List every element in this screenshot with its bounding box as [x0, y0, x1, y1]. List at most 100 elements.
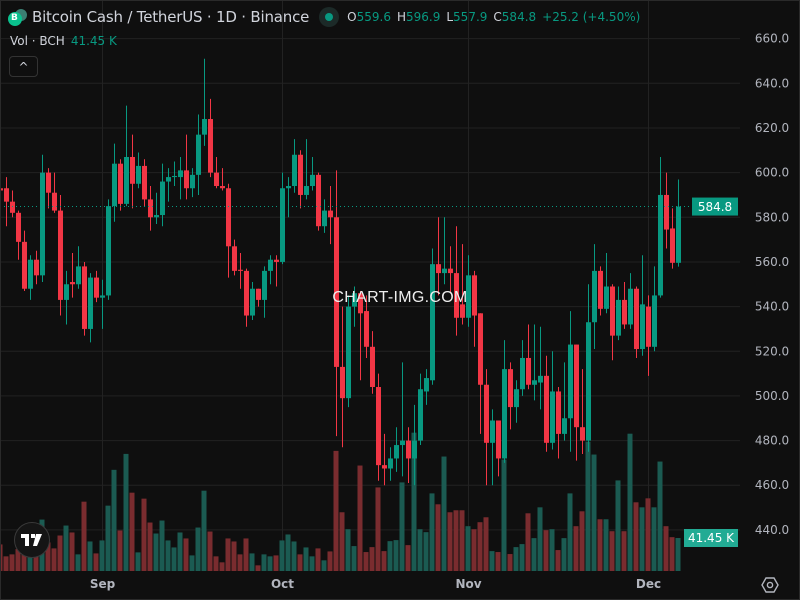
candle-body [382, 465, 387, 469]
volume-bar [273, 555, 279, 571]
volume-bar [33, 554, 39, 571]
volume-bar [159, 520, 165, 571]
candle-body [214, 172, 219, 187]
price-tick-label: 640.0 [755, 76, 789, 90]
last-volume-badge [684, 529, 738, 547]
candle [532, 324, 537, 401]
candle [106, 199, 111, 300]
volume-bar [651, 507, 657, 571]
volume-bar [525, 513, 531, 571]
candle [406, 427, 411, 484]
time-axis[interactable]: Sep Oct Nov Dec [90, 577, 661, 591]
candle-body [250, 288, 255, 316]
candle [634, 286, 639, 358]
volume-bar [237, 554, 243, 571]
candle-body [598, 270, 603, 309]
candle-body [448, 268, 453, 274]
candle-body [340, 366, 345, 399]
volume-bar [357, 465, 363, 571]
low-value: 557.9 [453, 10, 488, 24]
volume-bar [219, 562, 225, 571]
tradingview-logo-icon[interactable] [14, 522, 50, 558]
volume-bar [639, 507, 645, 571]
volume-bar [471, 529, 477, 571]
volume-bar [387, 541, 393, 571]
collapse-legend-button[interactable]: ^ [9, 56, 38, 77]
candle-body [4, 188, 9, 202]
volume-bar [261, 554, 267, 571]
candle [670, 208, 675, 269]
candle [664, 172, 669, 249]
candle-body [10, 201, 15, 213]
candle [526, 324, 531, 390]
volume-bar [147, 522, 153, 571]
candle-body [226, 188, 231, 247]
candle-body [526, 357, 531, 385]
volume-label[interactable]: Vol · BCH [10, 34, 65, 48]
candle-body [58, 210, 63, 300]
volume-bar [351, 546, 357, 571]
candle-body [184, 170, 189, 189]
volume-bar [597, 519, 603, 571]
candle [286, 177, 291, 218]
candle-body [436, 264, 441, 274]
candle-body [232, 246, 237, 271]
candle-body [400, 440, 405, 446]
candle [388, 447, 393, 481]
market-status-icon[interactable] [319, 7, 340, 27]
candle-body [616, 299, 621, 336]
candle [16, 210, 21, 260]
volume-bar [399, 482, 405, 571]
candle [616, 286, 621, 341]
candle-body [478, 313, 483, 385]
candle-body [274, 259, 279, 262]
volume-bar [21, 551, 27, 571]
candle [226, 183, 231, 278]
candle-body [346, 306, 351, 399]
candle [148, 186, 153, 231]
candle [412, 404, 417, 486]
symbol-title[interactable]: Bitcoin Cash / TetherUS · 1D · Binance [32, 8, 310, 26]
settings-gear-icon[interactable] [761, 576, 779, 594]
candle-body [484, 384, 489, 443]
candle-body [256, 288, 261, 300]
volume-bar [285, 534, 291, 571]
volume-bar [621, 531, 627, 571]
candle [364, 295, 369, 358]
candle [586, 284, 591, 452]
volume-bar [0, 544, 3, 571]
candle [304, 139, 309, 200]
candle [142, 159, 147, 207]
candle [208, 98, 213, 178]
last-price-badge [692, 197, 738, 216]
candle [658, 156, 663, 298]
candle [472, 270, 477, 347]
candle-body [0, 188, 3, 191]
candle-body [22, 241, 27, 289]
candle [580, 369, 585, 454]
volume-bar [99, 540, 105, 571]
volume-bar [81, 501, 87, 571]
candle-body [388, 458, 393, 469]
candle-body [538, 375, 543, 383]
volume-bar [309, 556, 315, 571]
candle [520, 340, 525, 396]
candle-body [64, 284, 69, 300]
candle-body [550, 391, 555, 443]
candle-body [646, 306, 651, 347]
candle [52, 172, 57, 213]
volume-bar [201, 490, 207, 571]
volume-bar [573, 526, 579, 571]
candle-body [118, 163, 123, 204]
candle [628, 273, 633, 329]
candle-body [136, 165, 141, 184]
candle [40, 154, 45, 283]
candle [100, 279, 105, 329]
price-axis[interactable]: 660.0 640.0 620.0 600.0 580.0 560.0 540.0 520.0… [755, 32, 789, 537]
candle [460, 244, 465, 325]
candle [592, 244, 597, 350]
volume-bar [549, 529, 555, 571]
candle-body [562, 418, 567, 434]
close-value: 584.8 [501, 10, 537, 24]
